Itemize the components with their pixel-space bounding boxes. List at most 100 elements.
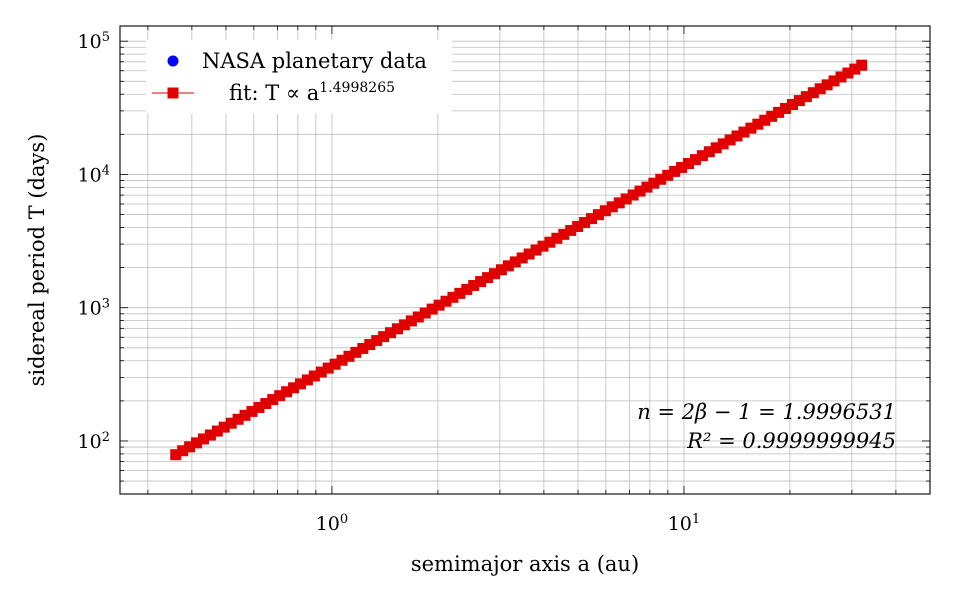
fit-marker	[689, 154, 701, 166]
fit-marker	[572, 220, 584, 232]
y-tick-label: 105	[78, 30, 110, 54]
fit-marker	[239, 409, 251, 421]
fit-marker	[197, 433, 209, 445]
legend-label-fit: fit: T ∝ a1.4998265	[229, 80, 395, 105]
fit-series	[170, 59, 868, 461]
fit-marker	[558, 228, 570, 240]
fit-marker	[599, 205, 611, 217]
fit-marker	[669, 165, 681, 177]
fit-marker	[357, 342, 369, 354]
fit-marker	[343, 350, 355, 362]
fit-marker	[544, 236, 556, 248]
fit-marker	[225, 417, 237, 429]
fit-marker	[849, 63, 861, 75]
fit-marker	[703, 146, 715, 158]
fit-marker	[301, 374, 313, 386]
fit-marker	[634, 185, 646, 197]
fit-marker	[398, 319, 410, 331]
fit-marker	[350, 346, 362, 358]
y-tick-labels: 102 103 104 105	[78, 30, 110, 453]
fit-marker	[676, 161, 688, 173]
fit-marker	[821, 79, 833, 91]
fit-marker	[724, 134, 736, 146]
fit-marker	[606, 201, 618, 213]
fit-marker	[835, 71, 847, 83]
fit-marker	[738, 126, 750, 138]
fit-marker	[592, 209, 604, 221]
x-axis-title: semimajor axis a (au)	[411, 552, 639, 576]
annotation-r2: R² = 0.9999999945	[686, 429, 896, 453]
fit-marker	[447, 291, 459, 303]
fit-marker	[454, 287, 466, 299]
fit-marker	[170, 449, 182, 461]
fit-marker	[773, 106, 785, 118]
fit-marker	[274, 390, 286, 402]
fit-marker	[530, 244, 542, 256]
y-tick-label: 102	[78, 429, 110, 453]
fit-marker	[288, 382, 300, 394]
fit-marker	[253, 401, 265, 413]
fit-marker	[281, 386, 293, 398]
fit-marker	[759, 114, 771, 126]
y-tick-label: 104	[78, 163, 110, 187]
fit-marker	[461, 283, 473, 295]
fit-marker	[516, 252, 528, 264]
fit-marker	[814, 83, 826, 95]
fit-marker	[537, 240, 549, 252]
fit-marker	[191, 437, 203, 449]
fit-marker	[648, 177, 660, 189]
fit-marker	[391, 323, 403, 335]
fit-marker	[717, 138, 729, 150]
fit-marker	[308, 370, 320, 382]
fit-marker	[336, 354, 348, 366]
fit-marker	[405, 315, 417, 327]
x-tick-label: 101	[668, 512, 700, 536]
fit-marker	[586, 213, 598, 225]
fit-marker	[232, 413, 244, 425]
fit-marker	[828, 75, 840, 87]
fit-marker	[842, 67, 854, 79]
fit-marker	[662, 169, 674, 181]
fit-marker	[267, 394, 279, 406]
x-tick-label: 100	[316, 512, 348, 536]
fit-marker	[655, 173, 667, 185]
fit-marker	[322, 362, 334, 374]
fit-marker	[502, 260, 514, 272]
fit-marker	[620, 193, 632, 205]
fit-marker	[426, 303, 438, 315]
fit-marker	[329, 358, 341, 370]
fit-marker	[551, 232, 563, 244]
y-tick-label: 103	[78, 296, 110, 320]
fit-marker	[523, 248, 535, 260]
legend-marker-fit	[167, 87, 179, 99]
legend-label-fit-base: fit: T ∝ a	[229, 81, 319, 105]
fit-marker	[294, 378, 306, 390]
legend-label-nasa: NASA planetary data	[202, 49, 427, 73]
fit-marker	[627, 189, 639, 201]
fit-marker	[613, 197, 625, 209]
legend-label-fit-exponent: 1.4998265	[319, 80, 395, 96]
fit-marker	[218, 421, 230, 433]
y-axis-title: sidereal period T (days)	[25, 134, 49, 387]
fit-marker	[683, 158, 695, 170]
fit-marker	[433, 299, 445, 311]
fit-marker	[800, 91, 812, 103]
x-tick-labels: 100 101	[316, 512, 700, 536]
fit-marker	[489, 268, 501, 280]
fit-marker	[731, 130, 743, 142]
fit-marker	[752, 118, 764, 130]
fit-marker	[807, 87, 819, 99]
fit-marker	[184, 441, 196, 453]
fit-marker	[565, 224, 577, 236]
fit-marker	[211, 425, 223, 437]
fit-marker	[204, 429, 216, 441]
fit-marker	[509, 256, 521, 268]
fit-marker	[641, 181, 653, 193]
fit-marker	[579, 217, 591, 229]
fit-marker	[246, 405, 258, 417]
fit-marker	[696, 150, 708, 162]
fit-marker	[260, 398, 272, 410]
fit-marker	[710, 142, 722, 154]
fit-marker	[177, 445, 189, 457]
